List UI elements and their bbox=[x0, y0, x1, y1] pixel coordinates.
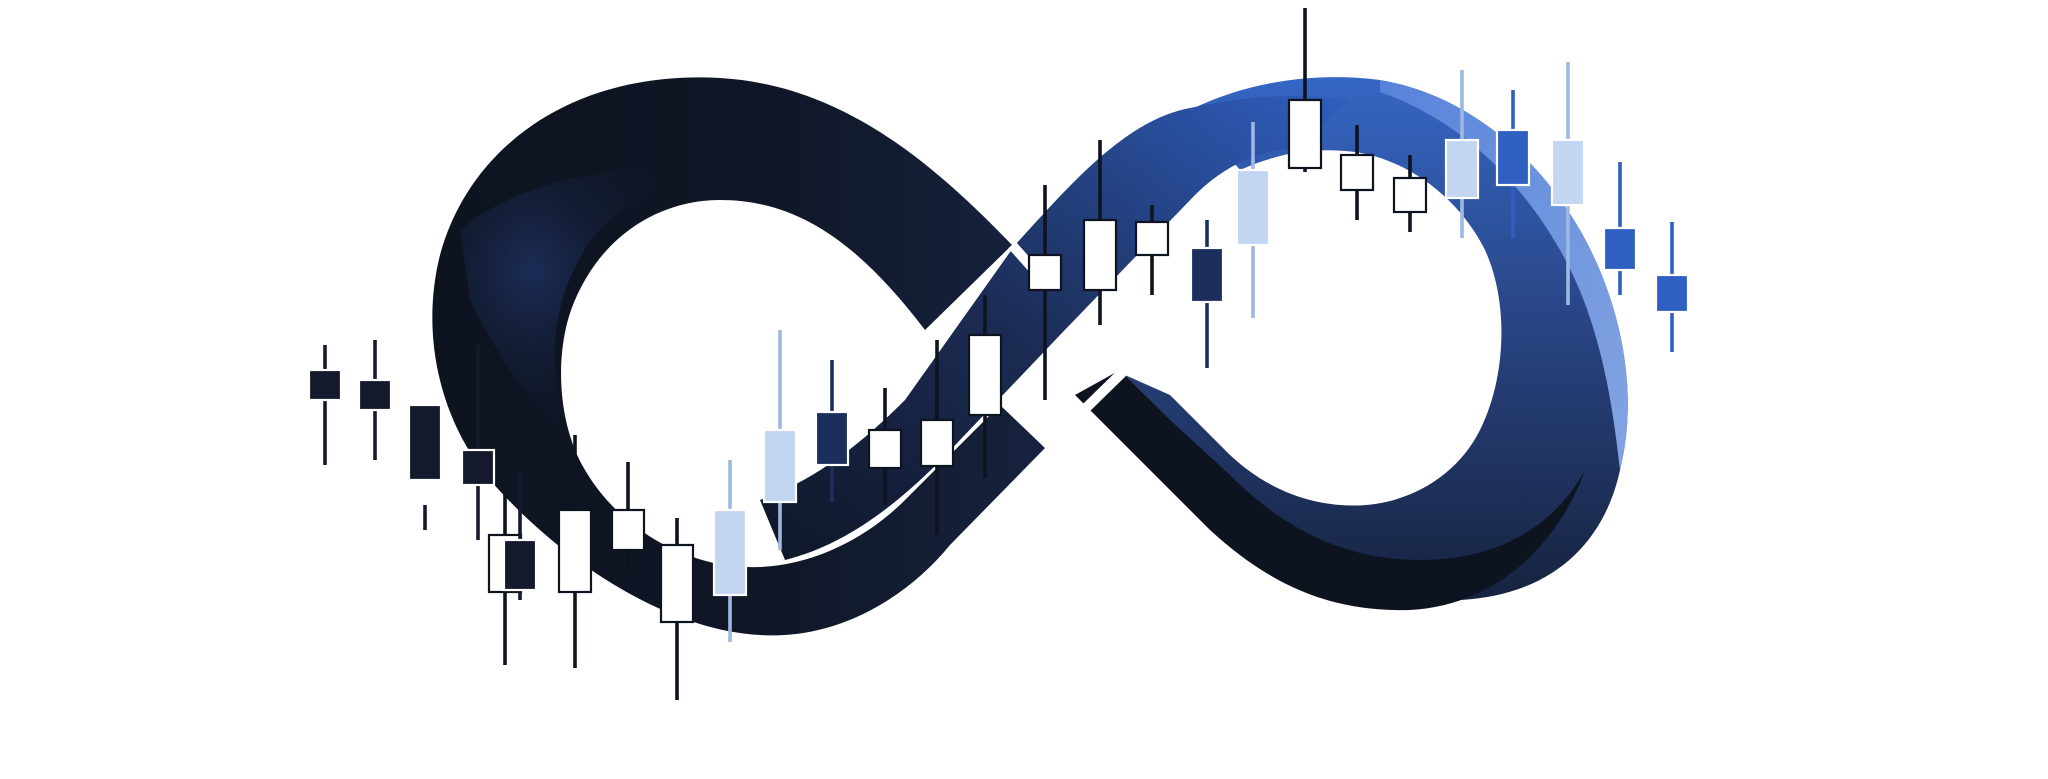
candlestick bbox=[1027, 185, 1063, 400]
candlestick-body bbox=[967, 333, 1003, 417]
candlestick-body bbox=[1189, 246, 1225, 304]
candlestick bbox=[407, 403, 443, 530]
candlestick-body bbox=[557, 508, 593, 594]
candlestick-body bbox=[1654, 273, 1690, 314]
candlestick bbox=[1287, 8, 1323, 172]
candlestick bbox=[1654, 222, 1690, 352]
candlestick bbox=[1602, 162, 1638, 295]
candlestick-body bbox=[659, 543, 695, 624]
candlestick bbox=[1444, 70, 1480, 238]
infinity-left-loop bbox=[432, 77, 1045, 636]
candlestick bbox=[502, 470, 538, 600]
candlestick bbox=[1082, 140, 1118, 325]
candlestick bbox=[1339, 125, 1375, 220]
candlestick bbox=[1495, 90, 1531, 238]
candlestick bbox=[1134, 205, 1170, 295]
candlestick-body bbox=[1339, 153, 1375, 192]
candlestick-body bbox=[502, 538, 538, 592]
candlestick-body bbox=[610, 508, 646, 552]
candlestick bbox=[557, 435, 593, 668]
candlestick bbox=[712, 460, 748, 642]
candlestick bbox=[762, 330, 798, 550]
candlestick bbox=[1550, 62, 1586, 305]
candlestick-body bbox=[867, 428, 903, 470]
candlestick-body bbox=[1444, 138, 1480, 200]
candlestick-body bbox=[307, 368, 343, 402]
candlestick bbox=[814, 360, 850, 502]
candlestick bbox=[659, 518, 695, 700]
candlestick-body bbox=[1550, 138, 1586, 207]
candlestick-body bbox=[357, 378, 393, 412]
candlestick-body bbox=[1392, 176, 1428, 214]
candlestick-body bbox=[1287, 98, 1323, 170]
candlestick-body bbox=[407, 403, 443, 482]
candlestick bbox=[867, 388, 903, 505]
candlestick-body bbox=[1235, 168, 1271, 247]
candlestick-body bbox=[814, 410, 850, 467]
candlestick bbox=[307, 345, 343, 465]
candlestick-body bbox=[919, 418, 955, 468]
candlestick bbox=[919, 340, 955, 535]
candlestick-body bbox=[1027, 253, 1063, 292]
candlestick-overlay bbox=[307, 8, 1690, 700]
candlestick-body bbox=[1134, 220, 1170, 257]
candlestick-body bbox=[762, 428, 798, 504]
candlestick-body bbox=[460, 448, 496, 487]
candlestick bbox=[1235, 122, 1271, 318]
candlestick bbox=[1189, 220, 1225, 368]
candlestick-body bbox=[1082, 218, 1118, 292]
candlestick-body bbox=[712, 508, 748, 597]
candlestick-body bbox=[1602, 226, 1638, 272]
candlestick bbox=[460, 345, 496, 540]
candlestick bbox=[967, 295, 1003, 478]
candlestick-body bbox=[1495, 128, 1531, 187]
candlestick bbox=[610, 462, 646, 573]
candlestick bbox=[1392, 155, 1428, 232]
candlestick bbox=[357, 340, 393, 460]
